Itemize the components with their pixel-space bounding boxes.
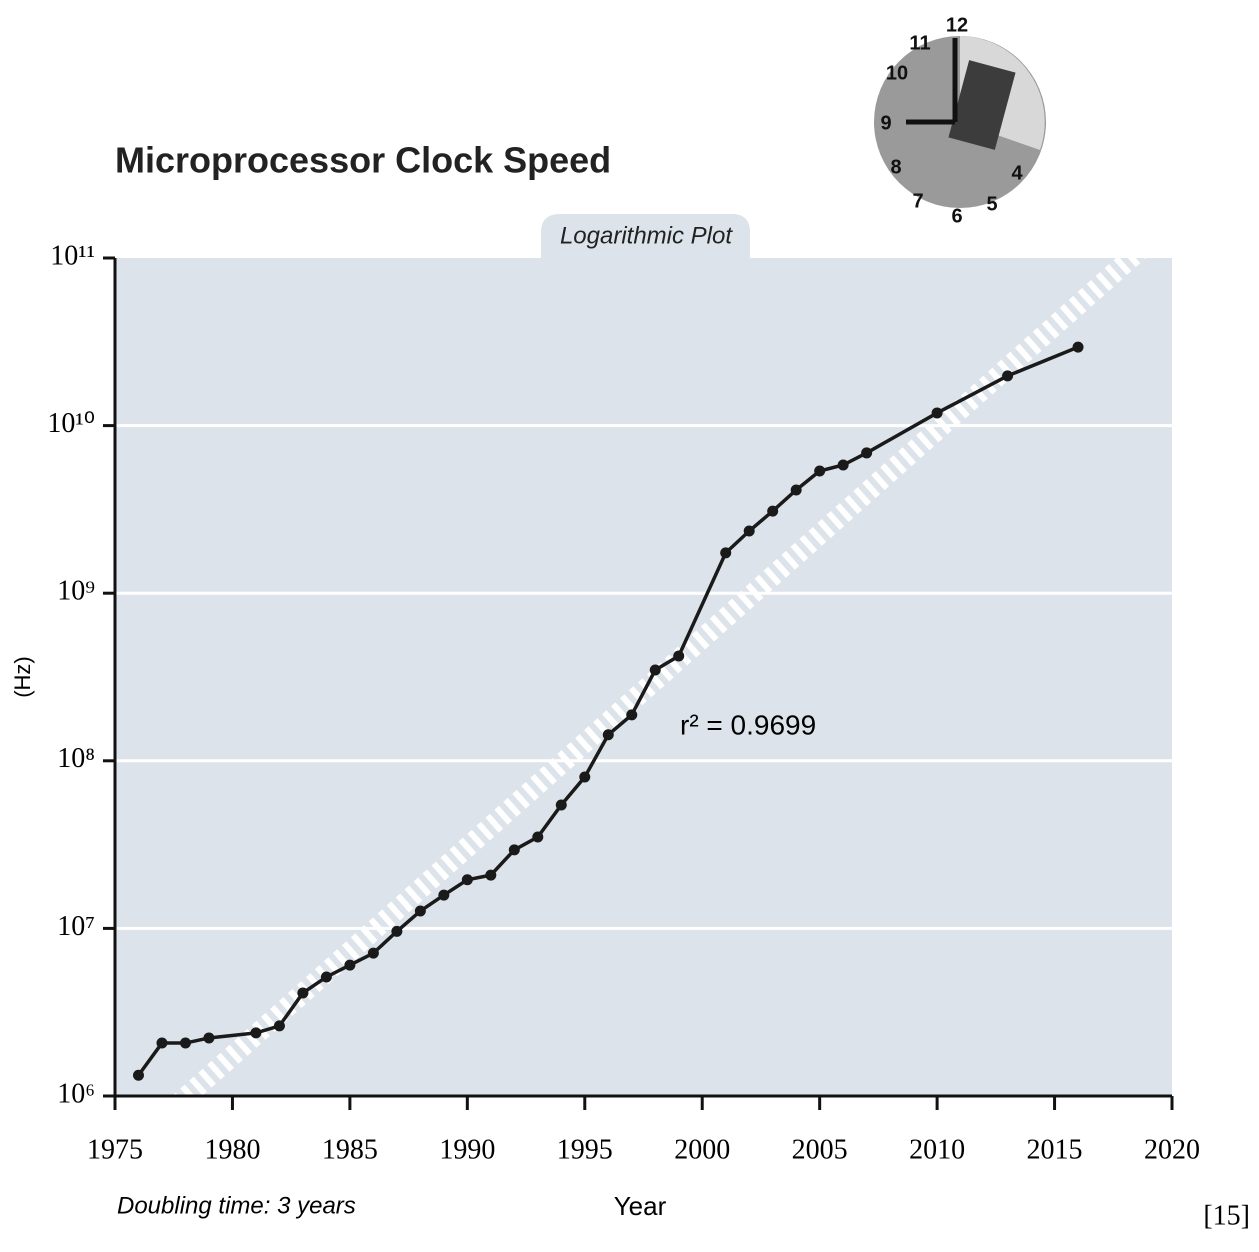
- y-tick-label: 10⁸: [57, 743, 95, 774]
- clock-number: 11: [909, 32, 930, 54]
- y-tick-label: 10⁹: [57, 576, 95, 607]
- x-tick-label: 1975: [87, 1134, 143, 1165]
- data-point: [1073, 342, 1084, 353]
- data-point: [556, 799, 567, 810]
- chart: Logarithmic Plot Microprocessor Clock Sp…: [0, 0, 1259, 1247]
- data-point: [133, 1070, 144, 1081]
- clock-number: 7: [912, 190, 923, 212]
- annotation: r² = 0.9699: [680, 709, 816, 740]
- x-tick-label: 1990: [439, 1134, 495, 1165]
- data-point: [603, 729, 614, 740]
- y-tick-label: 10¹⁰: [47, 408, 95, 439]
- x-tick-label: 2005: [792, 1134, 848, 1165]
- data-point: [509, 844, 520, 855]
- x-tick-label: 2015: [1027, 1134, 1083, 1165]
- data-point: [579, 772, 590, 783]
- data-point: [297, 987, 308, 998]
- data-point: [344, 960, 355, 971]
- clock-number: 12: [946, 14, 968, 36]
- y-tick-label: 10⁶: [57, 1078, 95, 1109]
- data-point: [415, 906, 426, 917]
- data-point: [720, 547, 731, 558]
- chart-title: Microprocessor Clock Speed: [115, 140, 611, 181]
- clock-number: 6: [951, 205, 962, 227]
- data-point: [744, 526, 755, 537]
- data-point: [673, 650, 684, 661]
- data-point: [932, 407, 943, 418]
- subtitle: Logarithmic Plot: [560, 222, 733, 249]
- clock-number: 9: [880, 112, 891, 134]
- data-point: [250, 1027, 261, 1038]
- data-point: [274, 1020, 285, 1031]
- x-tick-label: 1980: [204, 1134, 260, 1165]
- clock-number: 10: [886, 62, 908, 84]
- data-point: [791, 484, 802, 495]
- data-point: [321, 971, 332, 982]
- data-point: [180, 1038, 191, 1049]
- clock-number: 4: [1011, 162, 1023, 184]
- data-point: [626, 709, 637, 720]
- data-point: [532, 832, 543, 843]
- data-point: [650, 665, 661, 676]
- x-axis-label: Year: [614, 1191, 667, 1221]
- x-tick-label: 2020: [1144, 1134, 1200, 1165]
- data-point: [814, 465, 825, 476]
- x-tick-label: 2010: [909, 1134, 965, 1165]
- x-tick-label: 1985: [322, 1134, 378, 1165]
- y-axis-label: (Hz): [10, 656, 35, 698]
- y-tick-label: 10¹¹: [50, 240, 95, 271]
- data-point: [861, 447, 872, 458]
- data-point: [838, 459, 849, 470]
- x-tick-label: 2000: [674, 1134, 730, 1165]
- data-point: [156, 1038, 167, 1049]
- data-point: [438, 890, 449, 901]
- data-point: [767, 506, 778, 517]
- data-point: [203, 1032, 214, 1043]
- clock-number: 5: [986, 193, 997, 215]
- data-point: [1002, 370, 1013, 381]
- clock-number: 8: [890, 156, 901, 178]
- data-point: [485, 870, 496, 881]
- data-point: [462, 874, 473, 885]
- data-point: [391, 926, 402, 937]
- x-tick-label: 1995: [557, 1134, 613, 1165]
- plot-area: [115, 258, 1172, 1096]
- data-point: [368, 948, 379, 959]
- y-tick-label: 10⁷: [57, 911, 95, 942]
- footnote: Doubling time: 3 years: [117, 1192, 356, 1219]
- citation: [15]: [1203, 1200, 1250, 1231]
